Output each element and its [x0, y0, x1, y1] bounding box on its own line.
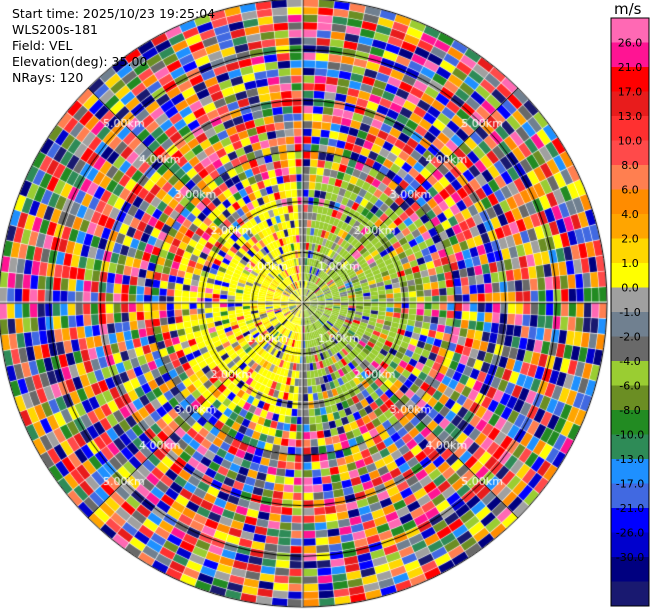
- colorbar-tick-label: -4.0: [619, 355, 640, 368]
- colorbar-swatch: [611, 214, 649, 239]
- colorbar-swatch: [611, 287, 649, 313]
- colorbar-tick-label: 8.0: [621, 159, 639, 172]
- colorbar-tick-label: -2.0: [619, 331, 640, 344]
- colorbar-unit: m/s: [614, 0, 642, 18]
- colorbar-swatch: [611, 263, 649, 288]
- colorbar-swatch: [611, 67, 649, 92]
- colorbar-swatch: [611, 385, 649, 411]
- colorbar-tick-label: 13.0: [618, 110, 643, 123]
- colorbar-swatch: [611, 189, 649, 215]
- site-name-text: WLS200s-181: [12, 22, 98, 37]
- field-text: Field: VEL: [12, 38, 73, 53]
- colorbar-tick-label: -1.0: [619, 306, 640, 319]
- colorbar-tick-label: -13.0: [616, 453, 644, 466]
- elevation-text: Elevation(deg): 35.00: [12, 54, 148, 69]
- colorbar-swatch: [611, 140, 649, 166]
- nrays-text: NRays: 120: [12, 70, 84, 85]
- colorbar-swatch: [611, 508, 649, 533]
- colorbar-swatch: [611, 18, 649, 43]
- colorbar-border: [610, 17, 650, 607]
- colorbar-swatch: [611, 459, 649, 484]
- colorbar-swatch: [611, 483, 649, 509]
- colorbar-tick-label: 17.0: [618, 86, 643, 99]
- colorbar-swatch: [611, 165, 649, 190]
- colorbar-swatch: [611, 557, 649, 582]
- colorbar-swatch: [611, 312, 649, 337]
- colorbar-swatch: [611, 434, 649, 460]
- colorbar-swatch: [611, 42, 649, 68]
- colorbar-tick-label: 10.0: [618, 135, 643, 148]
- colorbar-swatch: [611, 336, 649, 362]
- colorbar-tick-label: 4.0: [621, 208, 639, 221]
- colorbar-tick-label: -6.0: [619, 380, 640, 393]
- colorbar-swatch: [611, 361, 649, 386]
- colorbar-tick-label: -8.0: [619, 404, 640, 417]
- colorbar-tick-label: 6.0: [621, 184, 639, 197]
- colorbar-tick-label: 2.0: [621, 233, 639, 246]
- colorbar-tick-label: -26.0: [616, 527, 644, 540]
- colorbar-tick-label: -30.0: [616, 551, 644, 564]
- colorbar-tick-label: 26.0: [618, 37, 643, 50]
- colorbar-swatch: [611, 116, 649, 141]
- colorbar-tick-label: 21.0: [618, 61, 643, 74]
- colorbar-swatch: [611, 581, 649, 607]
- colorbar-swatch: [611, 410, 649, 435]
- colorbar-swatch: [611, 532, 649, 558]
- colorbar-tick-label: 1.0: [621, 257, 639, 270]
- colorbar-tick-label: -17.0: [616, 478, 644, 491]
- colorbar-tick-label: -10.0: [616, 429, 644, 442]
- colorbar-tick-label: 0.0: [621, 282, 639, 295]
- colorbar-swatch: [611, 238, 649, 264]
- start-time-text: Start time: 2025/10/23 19:25:04: [12, 6, 216, 21]
- colorbar-tick-label: -21.0: [616, 502, 644, 515]
- colorbar-swatch: [611, 91, 649, 117]
